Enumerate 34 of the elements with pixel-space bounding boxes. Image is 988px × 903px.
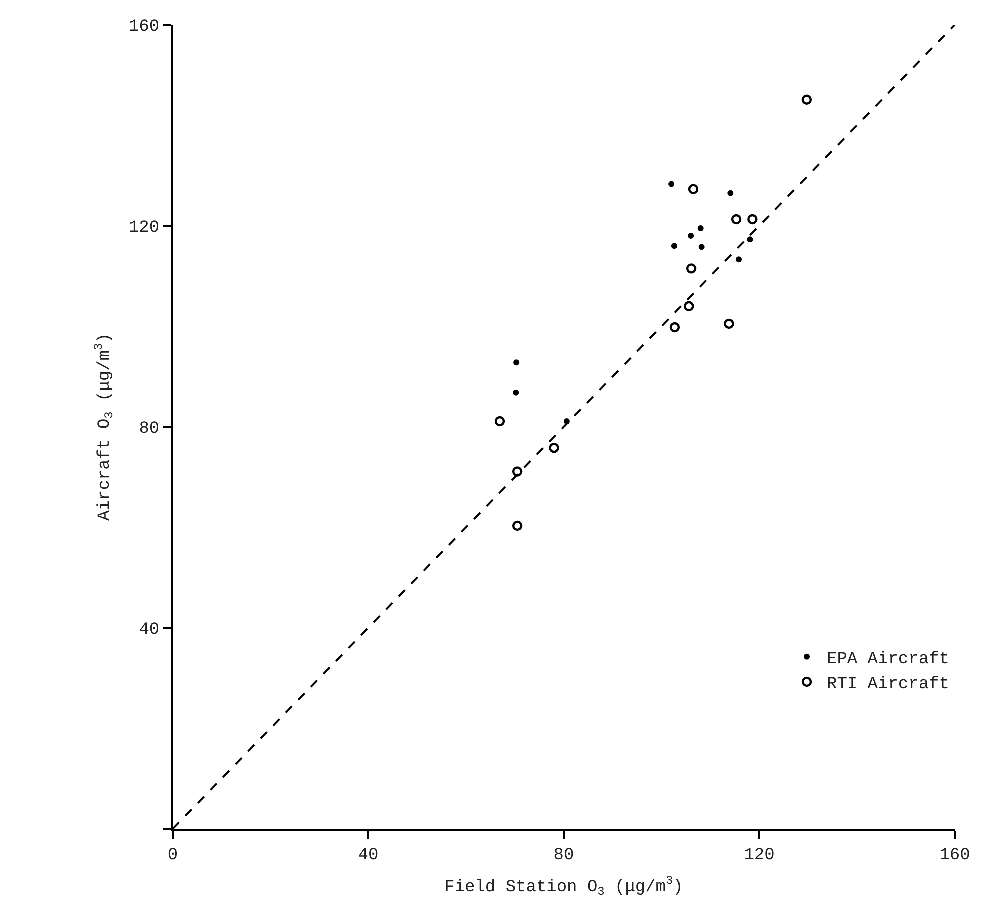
point — [671, 243, 678, 250]
point — [802, 94, 812, 105]
point — [728, 190, 734, 196]
y-tick-label: 40 — [139, 620, 160, 640]
point — [747, 236, 754, 243]
x-tick-label: 120 — [744, 846, 775, 866]
point — [670, 322, 680, 333]
legend-label: EPA Aircraft — [827, 650, 950, 670]
point — [668, 181, 675, 188]
point — [512, 466, 523, 477]
point — [698, 244, 705, 250]
x-tick-label: 0 — [168, 846, 178, 866]
point — [514, 360, 520, 366]
x-axis-title: Field Station O$_{3}$ (μg/m$^{3}$) — [444, 874, 684, 899]
x-tick-label: 160 — [940, 846, 970, 866]
point — [512, 520, 523, 532]
point — [736, 256, 742, 263]
y-tick-label: 80 — [139, 420, 160, 439]
point — [513, 390, 520, 396]
point — [731, 214, 742, 225]
point — [748, 214, 758, 225]
y-tick-label: 120 — [128, 218, 160, 238]
point — [549, 443, 560, 454]
x-tick-label: 40 — [358, 846, 379, 866]
point — [724, 318, 734, 330]
point — [688, 233, 694, 240]
point — [688, 184, 699, 194]
point — [698, 226, 704, 232]
legend-label: RTI Aircraft — [827, 676, 950, 695]
point — [494, 416, 506, 427]
x-tick-label: 80 — [554, 846, 574, 866]
y-tick-label: 160 — [128, 18, 160, 37]
point — [686, 264, 697, 274]
point — [684, 301, 694, 312]
